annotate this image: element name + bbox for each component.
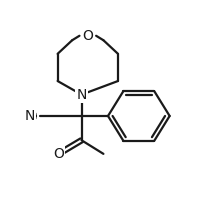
Text: O: O [82, 29, 93, 43]
Text: N: N [76, 88, 87, 102]
Text: O: O [53, 147, 64, 161]
Text: N: N [25, 109, 35, 123]
